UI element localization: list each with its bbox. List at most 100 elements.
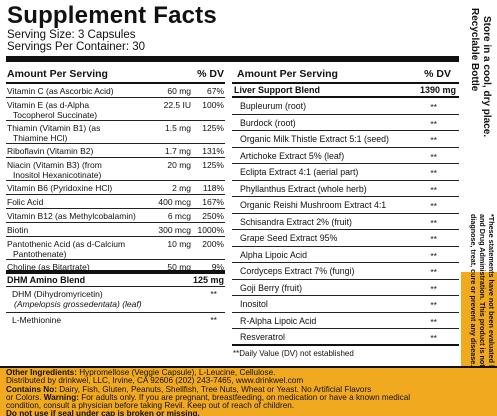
nutrient-dv: 100% (202, 100, 224, 110)
servings-per-container: Servings Per Container: 30 (7, 41, 146, 53)
nutrient-name: Niacin (Vitamin B3) (from Inositol Hexani… (7, 160, 102, 180)
ingredient-name: R-Alpha Lipoic Acid (240, 315, 317, 326)
nutrient-dv: 9% (211, 262, 224, 272)
ingredient-dv: ** (430, 217, 437, 228)
blend-ingredient-row: Organic Milk Thistle Extract 5:1 (seed) *… (232, 131, 459, 148)
nutrient-name: Choline (as Bitartrate) (7, 262, 90, 272)
ingredient-name: Inositol (240, 299, 268, 309)
left-header-rule (6, 82, 225, 84)
nutrient-row: Pantothenic Acid (as d-Calcium Pantothena… (6, 237, 225, 260)
other-ingredients-box: Other Ingredients: Hypromellose (Veggie … (0, 366, 497, 416)
ingredient-dv: ** (430, 118, 437, 129)
nutrient-name: Vitamin B6 (Pyridoxine HCl) (7, 183, 113, 193)
nutrient-dv: 118% (202, 183, 224, 193)
nutrient-row: Biotin 300 mcg 1000% (6, 223, 225, 237)
ingredient-dv: ** (430, 250, 437, 261)
side-info-panel: Recyclable Bottle Store in a cool, dry p… (461, 0, 497, 407)
right-header-rule (232, 82, 459, 84)
ingredient-name: Burdock (root) (240, 117, 296, 128)
left-table-header: Amount Per Serving % DV (6, 66, 225, 82)
ingredient-name: Alpha Lipoic Acid (240, 249, 307, 260)
storage-instructions: Store in a cool, dry place. (481, 16, 492, 138)
liver-support-blend-row: Liver Support Blend 1390 mg (232, 84, 459, 98)
ingredient-name: Phyllanthus Extract (whole herb) (240, 183, 367, 194)
ingredient-dv: ** (430, 283, 437, 294)
ingredient-dv: ** (430, 135, 437, 145)
blend-amount: 125 mg (192, 275, 224, 285)
nutrient-dv: 200% (202, 239, 224, 249)
blend-ingredient-row: Grape Seed Extract 95% ** (232, 230, 459, 247)
nutrient-dv: 131% (202, 146, 224, 156)
nutrient-row: Vitamin B6 (Pyridoxine HCl) 2 mg 118% (6, 181, 225, 195)
ingredient-dv: ** (430, 201, 437, 211)
ingredient-dv: ** (210, 289, 217, 299)
nutrient-name: Vitamin C (as Ascorbic Acid) (7, 86, 114, 96)
serving-size: Serving Size: 3 Capsules (7, 29, 136, 41)
nutrient-dv: 125% (202, 160, 224, 170)
nutrient-name: Pantothenic Acid (as d-Calcium Pantothena… (7, 239, 126, 259)
recyclable-bottle-text: Recyclable Bottle (469, 8, 480, 92)
blend-ingredient-row: Resveratrol ** (232, 329, 459, 346)
ingredient-dv: ** (430, 300, 437, 310)
header-divider (6, 56, 459, 62)
nutrient-dv: 167% (202, 197, 224, 207)
nutrient-dv: 125% (202, 123, 224, 133)
contains-no-line: Contains No: Dairy, Fish, Gluten, Peanut… (6, 384, 372, 394)
nutrient-row: Vitamin C (as Ascorbic Acid) 60 mg 67% (6, 84, 225, 98)
blend-ingredient-row: Schisandra Extract 2% (fruit) ** (232, 214, 459, 230)
right-header-amount-label: Amount Per Serving (237, 68, 338, 80)
nutrient-row: Niacin (Vitamin B3) (from Inositol Hexani… (6, 158, 225, 181)
nutrient-name: Riboflavin (Vitamin B2) (7, 146, 94, 156)
nutrient-row: Vitamin B12 (as Methylcobalamin) 6 mcg 2… (6, 209, 225, 223)
nutrient-name: Vitamin E (as d-Alpha Tocopherol Succinat… (7, 100, 98, 120)
ingredient-dv: ** (430, 151, 437, 162)
ingredient-name: Organic Milk Thistle Extract 5:1 (seed) (240, 134, 389, 144)
dv-not-established-note: **Daily Value (DV) not established (233, 349, 354, 358)
blend-ingredient-row: Burdock (root) ** (232, 115, 459, 131)
ingredient-dv: ** (430, 267, 437, 277)
blend-ingredient-row: Phyllanthus Extract (whole herb) ** (232, 181, 459, 197)
nutrient-dv: 67% (206, 86, 224, 96)
blend-ingredient-row: Bupleurum (root) ** (232, 98, 459, 115)
right-table-header: Amount Per Serving % DV (232, 66, 459, 82)
blend-ingredient-row: L-Methionine ** (6, 313, 225, 327)
nutrient-row: Thiamin (Vitamin B1) (as Thiamine HCl) 1.… (6, 121, 225, 144)
ingredient-dv: ** (430, 316, 437, 327)
blend-ingredient-row: Cordyceps Extract 7% (fungi) ** (232, 263, 459, 280)
warning-continuation-line: condition, consult a physician before ta… (6, 401, 295, 411)
ingredient-name: Resveratrol (240, 332, 285, 342)
nutrient-name: Folic Acid (7, 197, 44, 207)
blend-ingredient-row: Artichoke Extract 5% (leaf) ** (232, 148, 459, 164)
blend-ingredient-row: Organic Reishi Mushroom Extract 4:1 ** (232, 197, 459, 214)
ingredient-name: Goji Berry (fruit) (240, 282, 303, 293)
blend-amount: 1390 mg (419, 85, 456, 95)
ingredient-name: L-Methionine (12, 315, 62, 325)
side-storage-area (461, 0, 497, 272)
ingredient-name: Grape Seed Extract 95% (240, 233, 338, 243)
ingredient-dv: ** (430, 234, 437, 244)
distributor-line: Distributed by drinkwel, LLC, Irvine, CA… (6, 376, 304, 386)
left-header-dv-label: % DV (197, 68, 224, 80)
blend-name: Liver Support Blend (234, 85, 321, 95)
nutrient-amount: 50 mg (167, 262, 191, 272)
nutrient-dv: 250% (202, 211, 224, 221)
ingredient-dv: ** (430, 168, 437, 178)
ingredient-name: Artichoke Extract 5% (leaf) (240, 150, 345, 161)
ingredient-name: Organic Reishi Mushroom Extract 4:1 (240, 200, 387, 210)
nutrient-row: Folic Acid 400 mcg 167% (6, 195, 225, 209)
nutrient-row: Vitamin E (as d-Alpha Tocopherol Succinat… (6, 98, 225, 121)
ingredient-name: Eclipta Extract 4:1 (aerial part) (240, 167, 359, 177)
blend-ingredient-row: DHM (Dihydromyricetin) (Ampelopsis grosse… (6, 287, 225, 313)
nutrient-amount: 20 mg (167, 160, 191, 170)
nutrient-amount: 10 mg (167, 239, 191, 249)
right-blend-table: Amount Per Serving % DV Liver Support Bl… (232, 66, 459, 346)
ingredient-dv: ** (430, 102, 437, 112)
ingredient-dv: ** (210, 315, 217, 325)
ingredient-name: DHM (Dihydromyricetin) (Ampelopsis grosse… (12, 289, 142, 309)
blend-ingredient-row: Inositol ** (232, 296, 459, 313)
other-ingredients-line: Other Ingredients: Hypromellose (Veggie … (6, 368, 276, 377)
nutrient-row: Riboflavin (Vitamin B2) 1.7 mg 131% (6, 144, 225, 158)
blend-ingredient-row: Alpha Lipoic Acid ** (232, 247, 459, 263)
nutrient-amount: 300 mcg (158, 225, 191, 235)
nutrient-amount: 400 mcg (158, 197, 191, 207)
